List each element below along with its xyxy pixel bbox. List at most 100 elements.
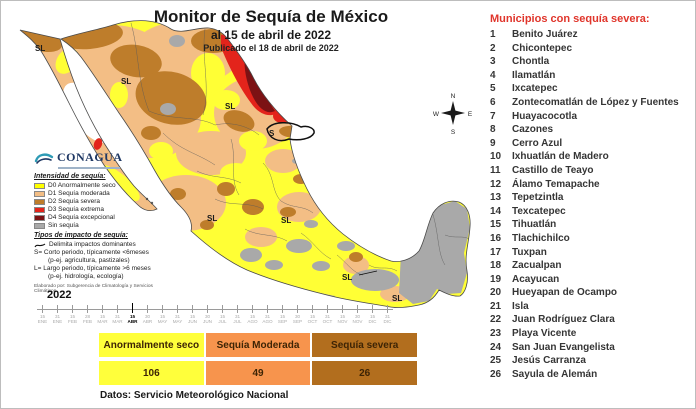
municipality-number: 1 <box>490 29 496 40</box>
tick-mark <box>297 305 298 313</box>
tick-mark <box>72 305 73 313</box>
tick-day-label: 15 <box>279 314 286 319</box>
tick-day-label: 31 <box>234 314 241 319</box>
tick-month-label: ABR <box>127 319 138 324</box>
timeline-tick: 31 MAR <box>110 302 125 324</box>
municipality-name: Huayacocotla <box>512 110 578 122</box>
legend-color-swatch <box>34 182 45 189</box>
tick-mark <box>372 305 373 313</box>
tick-month-label: JUL <box>218 319 227 324</box>
timeline-tick: 15 JUL <box>215 302 230 324</box>
tick-mark <box>162 305 163 313</box>
summary-column: Sequía Moderada 49 <box>205 333 311 385</box>
summary-column-header: Anormalmente seco <box>99 333 204 357</box>
timeline-tick: 15 JUN <box>185 302 200 324</box>
municipality-name: Benito Juárez <box>512 29 578 40</box>
conagua-logo: CONAGUA <box>34 150 172 165</box>
municipality-row: 17 Tuxpan <box>490 246 692 260</box>
tick-mark <box>282 305 283 313</box>
timeline-tick: 15 SEP <box>275 302 290 324</box>
tick-month-label: FEB <box>83 319 92 324</box>
tick-day-label: 30 <box>204 314 211 319</box>
tick-day-label: 31 <box>324 314 331 319</box>
data-source-line: Datos: Servicio Meteorológico Nacional <box>100 390 289 401</box>
municipalities-list: 1 Benito Juárez 2 Chicontepec 3 Chontla … <box>490 28 692 381</box>
summary-column-value: 49 <box>205 361 311 385</box>
municipality-row: 18 Zacualpan <box>490 259 692 273</box>
tick-day-label: 15 <box>99 314 106 319</box>
municipality-name: Zacualpan <box>512 260 562 272</box>
municipality-number: 11 <box>490 164 501 176</box>
municipality-number: 5 <box>490 83 496 95</box>
municipality-number: 24 <box>490 341 502 353</box>
municipality-name: Cerro Azul <box>512 137 563 149</box>
page-title: Monitor de Sequía de México <box>153 7 389 26</box>
municipality-number: 21 <box>490 300 502 312</box>
severe-drought-municipalities-panel: Municipios con sequía severa: 1 Benito J… <box>490 13 692 381</box>
tick-mark <box>177 305 178 313</box>
timeline-tick: 31 MAY <box>170 302 185 324</box>
tick-month-label: MAR <box>112 319 123 324</box>
municipalities-header: Municipios con sequía severa: <box>490 13 650 25</box>
municipality-number: 20 <box>490 287 502 299</box>
municipality-name: San Juan Evangelista <box>512 341 615 353</box>
timeline-tick: 31 AGO <box>260 302 275 324</box>
contour-squiggle-icon <box>34 243 46 247</box>
tick-day-label: 31 <box>54 314 61 319</box>
coastline-outline <box>19 20 471 308</box>
summary-column-value: 106 <box>99 361 204 385</box>
timeline-tick: 31 ENE <box>50 302 65 324</box>
municipality-number: 17 <box>490 246 502 258</box>
municipality-name: Tihuatlán <box>512 219 557 231</box>
timeline-tick: 15 NOV <box>335 302 350 324</box>
municipality-row: 7 Huayacocotla <box>490 110 692 124</box>
tick-month-label: JUN <box>203 319 212 324</box>
municipality-number: 6 <box>490 96 496 108</box>
legend-item: D3 Sequía extrema <box>34 206 172 213</box>
legend-item-label: D1 Sequía moderada <box>48 190 110 197</box>
page-date: al 15 de abril de 2022 <box>210 28 332 42</box>
municipality-name: Zontecomatlán de López y Fuentes <box>512 96 679 108</box>
conagua-wave-icon <box>34 152 54 164</box>
timeline-tick: 15 DIC <box>365 302 380 324</box>
impact-contour <box>266 122 315 142</box>
tick-mark <box>87 305 88 313</box>
municipality-name: Sayula de Alemán <box>512 368 598 380</box>
municipality-row: 25 Jesús Carranza <box>490 354 692 368</box>
region-labels: SL SL SL S SL SL SL SL <box>35 44 402 303</box>
legend-item-label: Sin sequía <box>48 222 79 229</box>
tick-month-label: JUL <box>233 319 242 324</box>
municipality-row: 20 Hueyapan de Ocampo <box>490 286 692 300</box>
impact-pointer-line <box>358 270 378 276</box>
timeline-tick: 15 AGO <box>245 302 260 324</box>
impact-delimit-label: Delimita impactos dominantes <box>49 241 136 248</box>
municipality-row: 4 Ilamatlán <box>490 69 692 83</box>
credit-line: Elaborado por: Subgerencia de Climatolog… <box>34 284 153 294</box>
municipality-number: 23 <box>490 328 502 340</box>
municipality-number: 16 <box>490 232 502 244</box>
svg-text:W: W <box>433 111 440 118</box>
summary-column-header: Sequía Moderada <box>205 333 311 357</box>
municipality-name: Castillo de Teayo <box>512 164 594 176</box>
municipality-number: 14 <box>490 205 502 217</box>
municipality-row: 21 Isla <box>490 300 692 314</box>
tick-day-label: 15 <box>39 314 46 319</box>
timeline-tick: 15 MAY <box>155 302 170 324</box>
tick-month-label: JUN <box>188 319 197 324</box>
municipality-row: 14 Texcatepec <box>490 205 692 219</box>
municipality-row: 13 Tepetzintla <box>490 191 692 205</box>
tick-month-label: ENE <box>52 319 63 324</box>
impact-legend-title: Tipos de impacto de sequía: <box>34 232 129 239</box>
tick-mark <box>327 305 328 313</box>
tick-day-label: 15 <box>339 314 346 319</box>
tick-mark <box>42 305 43 313</box>
drought-summary-table: Anormalmente seco 106 Sequía Moderada 49… <box>99 333 418 385</box>
municipality-number: 19 <box>490 273 502 285</box>
municipality-number: 7 <box>490 110 496 122</box>
tick-month-label: NOV <box>352 319 363 324</box>
municipality-number: 9 <box>490 137 496 149</box>
municipality-number: 10 <box>490 151 502 163</box>
timeline-tick: 30 JUN <box>200 302 215 324</box>
legend-color-swatch <box>34 222 45 229</box>
svg-text:S: S <box>451 129 456 136</box>
